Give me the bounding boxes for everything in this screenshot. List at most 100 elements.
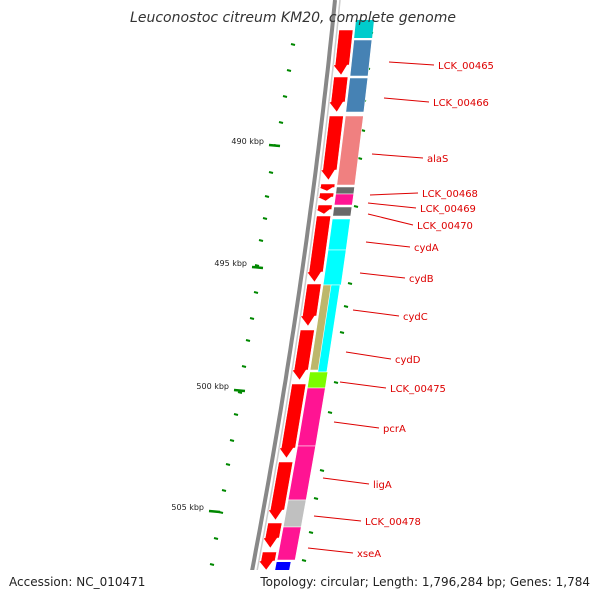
cog-block	[287, 445, 316, 501]
gene-leader-line	[352, 309, 400, 317]
cds-track	[252, 29, 354, 600]
gc-skew-dash	[357, 157, 363, 160]
kbp-tick-label: 500 kbp	[196, 382, 229, 391]
cds-arrow	[258, 551, 277, 571]
gene-leader-line	[307, 547, 354, 554]
gene-label: cydB	[409, 274, 434, 285]
cog-track	[274, 20, 374, 575]
gene-label: LCK_00475	[390, 384, 446, 395]
cog-block	[306, 371, 329, 389]
gene-leader-line	[322, 477, 370, 485]
cds-arrow	[306, 215, 331, 283]
cds-arrow	[318, 183, 336, 192]
gc-skew-dash	[282, 95, 288, 98]
gene-leader-line	[339, 381, 387, 389]
gc-skew-dash	[268, 171, 274, 174]
gene-label: LCK_00470	[417, 221, 473, 232]
gc-skew-dash	[353, 205, 359, 208]
cog-block-top	[354, 20, 374, 38]
cog-block	[276, 526, 302, 561]
footer-background	[0, 570, 600, 600]
kbp-tick	[251, 265, 264, 270]
gene-label: pcrA	[383, 424, 406, 435]
gc-skew-dash	[313, 497, 319, 500]
gc-skew-dash	[249, 317, 255, 320]
gene-leader-line	[359, 272, 406, 279]
topology-text: Topology: circular; Length: 1,796,284 bp…	[259, 575, 590, 589]
gc-skew-dash	[233, 413, 239, 416]
gene-leader-line	[367, 202, 417, 209]
cds-arrow	[315, 204, 333, 215]
gene-label: LCK_00468	[422, 189, 478, 200]
cog-block	[345, 77, 369, 113]
kbp-tick-label: 490 kbp	[231, 137, 264, 146]
gene-label: LCK_00465	[438, 61, 494, 72]
gene-label: LCK_00478	[365, 517, 421, 528]
map-title: Leuconostoc citreum KM20, complete genom…	[130, 10, 456, 26]
kbp-tick	[268, 143, 281, 148]
kbp-tick	[233, 388, 246, 393]
kbp-tick-label: 495 kbp	[214, 259, 247, 268]
gene-label: cydC	[403, 312, 428, 323]
gene-leader-line	[313, 515, 362, 522]
cog-block	[332, 206, 353, 217]
gc-skew-dash	[221, 489, 227, 492]
gc-skew-dash	[347, 282, 353, 285]
cds-arrow	[278, 383, 307, 459]
cog-block	[322, 249, 347, 286]
gc-skew-dash	[290, 43, 296, 46]
gene-label: cydD	[395, 355, 421, 366]
cds-arrow	[320, 115, 344, 181]
gene-label: LCK_00469	[420, 204, 476, 215]
backbone-outer	[244, 0, 337, 600]
gc-skew-dash	[286, 69, 292, 72]
gc-skew-dash	[225, 463, 231, 466]
gene-labels: LCK_00465 LCK_00466 alaS LCK_00468 LCK_00469…	[307, 61, 494, 560]
gene-label: xseA	[357, 549, 381, 560]
gc-skew-dash	[237, 391, 243, 394]
kbp-ticks: 490 kbp 495 kbp 500 kbp 505 kbp	[171, 137, 281, 514]
gc-skew-dash	[241, 365, 247, 368]
gc-skew-dash	[319, 469, 325, 472]
cds-arrow	[332, 29, 354, 76]
gc-skew-dash	[343, 305, 349, 308]
accession-text: Accession: NC_010471	[9, 575, 145, 589]
gene-leader-line	[388, 61, 435, 66]
gc-skew-dash	[308, 531, 314, 534]
gc-skew-dash	[333, 381, 339, 384]
gene-leader-line	[371, 153, 424, 159]
cog-block	[282, 499, 307, 528]
gc-skew-dash	[262, 217, 268, 220]
gc-skew-dash	[213, 537, 219, 540]
cds-arrow	[291, 329, 315, 381]
cds-arrow	[262, 522, 283, 549]
gene-label: LCK_00466	[433, 98, 489, 109]
cds-arrow	[300, 283, 322, 327]
cog-block	[349, 39, 373, 77]
gc-skew-dash	[339, 331, 345, 334]
gc-skew-dash	[254, 264, 260, 267]
cds-arrow	[267, 461, 294, 521]
kbp-tick	[208, 509, 221, 514]
cds-arrow	[328, 76, 349, 113]
cog-block	[327, 218, 351, 251]
gc-skew-dash	[229, 439, 235, 442]
gene-leader-line	[383, 97, 430, 103]
gc-skew-dash	[258, 239, 264, 242]
kbp-tick-label: 505 kbp	[171, 503, 204, 512]
gc-skew-dash	[327, 411, 333, 414]
gene-leader-line	[345, 351, 392, 360]
gene-leader-line	[333, 421, 380, 429]
gc-skew-dash	[278, 121, 284, 124]
gene-label: alaS	[427, 154, 448, 165]
gc-skew-dash	[253, 291, 259, 294]
gene-leader-line	[369, 192, 419, 196]
gc-skew-dash	[209, 563, 215, 566]
gc-skew-dash	[245, 339, 251, 342]
cds-arrow	[317, 192, 335, 202]
cog-block	[335, 186, 355, 195]
gene-leader-line	[365, 241, 411, 248]
gene-label: ligA	[373, 480, 392, 491]
gc-skew-dash	[264, 195, 270, 198]
